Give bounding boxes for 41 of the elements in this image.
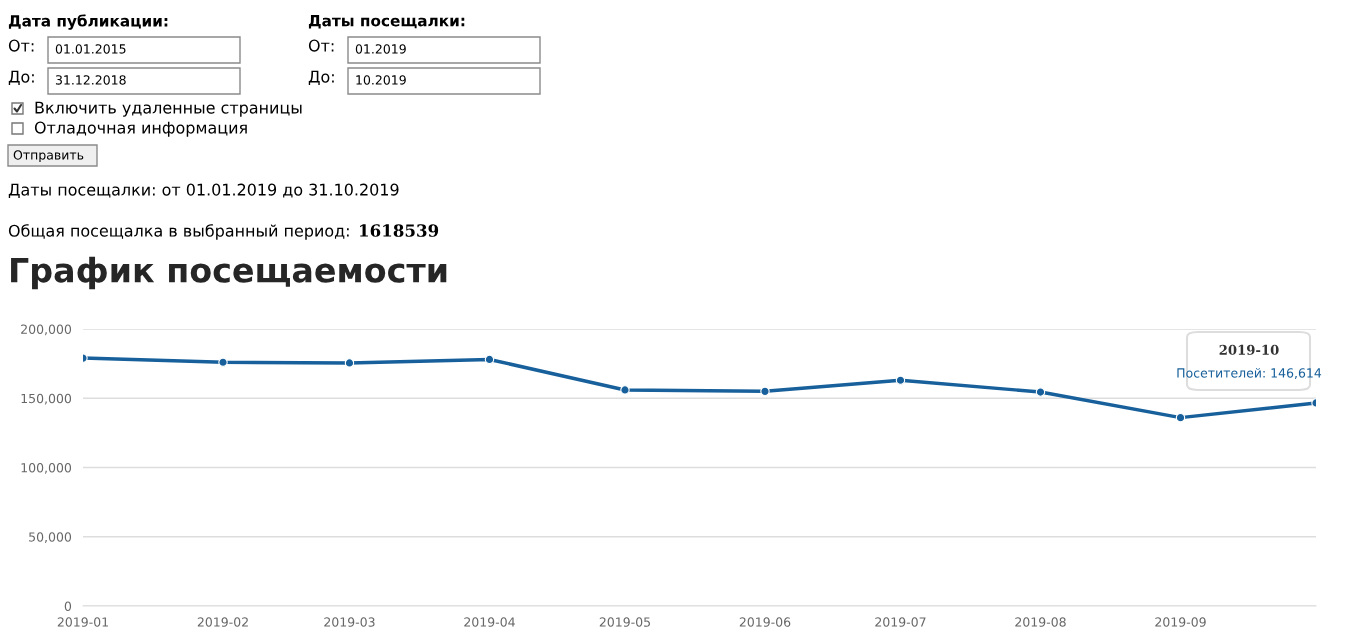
text: Дата публикации: (8, 14, 168, 30)
point (1035, 387, 1046, 397)
x-tick-label: 2019-09 (1155, 617, 1206, 627)
chart-title: График посещаемости (11, 256, 447, 290)
text: От: (8, 39, 34, 52)
text: 31.12.2018 (55, 75, 126, 85)
y-tick-label: 200,000 (21, 324, 72, 336)
text: 1618539 (360, 224, 439, 237)
y-tick-label: 0 (64, 601, 72, 611)
x-tick-label: 2019-06 (739, 617, 791, 627)
text: 10.2019 (356, 75, 406, 85)
x-tick-label: 2019-04 (464, 617, 515, 627)
text: Общая посещалка в выбранный период: (8, 224, 349, 240)
y-tick-label: 100,000 (21, 462, 72, 474)
point (1175, 412, 1186, 423)
annotation: 2019-10 (1219, 344, 1279, 355)
x-tick-label: 2019-02 (197, 617, 248, 627)
point (620, 385, 630, 395)
text: Включить удаленные страницы (35, 101, 302, 117)
text: Отправить (13, 150, 84, 163)
annotation: Посетителей: 146,614 (1177, 368, 1322, 379)
text: Отладочная информация (34, 121, 247, 137)
x-tick-label: 2019-07 (875, 617, 926, 627)
point (218, 357, 228, 367)
text: 01.01.2015 (55, 44, 126, 54)
y-tick-label: 50,000 (29, 532, 72, 543)
text: 01.2019 (355, 44, 406, 54)
x-tick-label: 2019-08 (1015, 617, 1066, 627)
text: До: (8, 70, 34, 85)
point (344, 358, 355, 368)
text: От: (308, 39, 334, 52)
x-tick-label: 2019-03 (324, 617, 375, 627)
text: Даты посещалки: (308, 15, 465, 29)
point (895, 375, 906, 385)
point (484, 354, 495, 365)
point (760, 386, 770, 397)
y-tick-label: 150,000 (21, 393, 72, 405)
text: До: (308, 70, 334, 85)
x-tick-label: 2019-01 (57, 617, 108, 627)
x-tick-label: 2019-05 (599, 617, 650, 627)
text: Даты посещалки: от 01.01.2019 до 31.10.2019 (8, 183, 399, 198)
